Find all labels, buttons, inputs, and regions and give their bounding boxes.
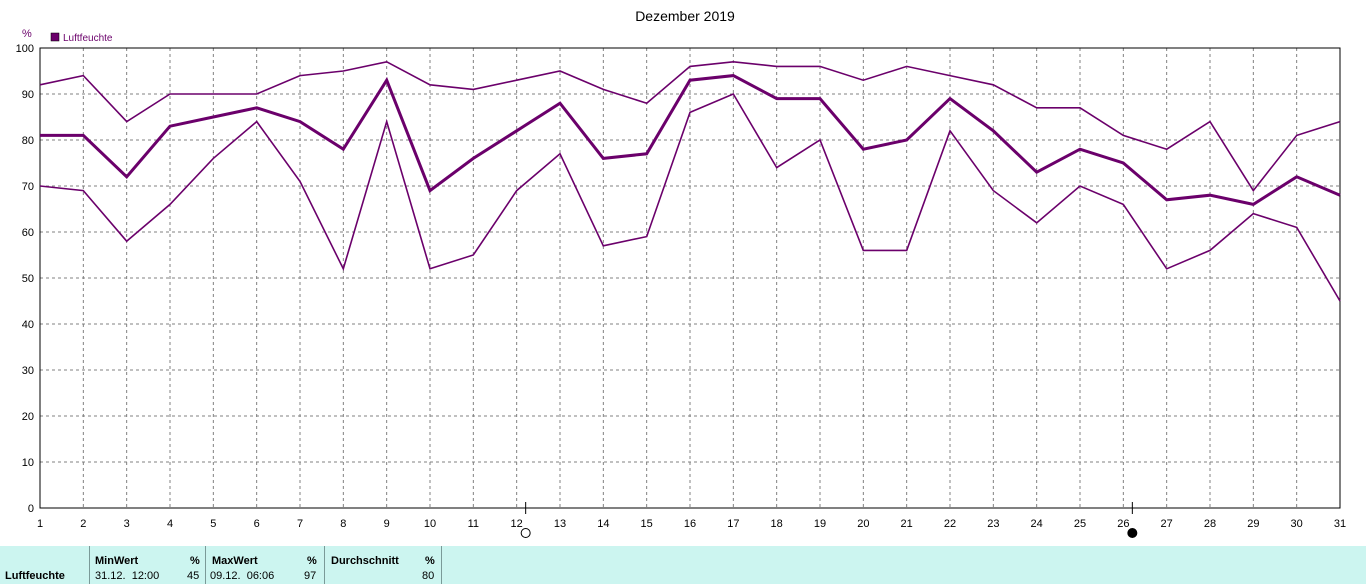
chart-title: Dezember 2019: [635, 8, 735, 24]
x-tick-label: 11: [468, 518, 479, 530]
x-tick-label: 26: [1117, 518, 1129, 530]
y-tick-label: 70: [22, 181, 34, 193]
y-tick-label: 20: [22, 411, 34, 423]
avg-value: 80: [422, 570, 435, 582]
series-line-avg: [40, 74, 1341, 206]
y-tick-label: 0: [28, 503, 34, 515]
max-header: MaxWert: [212, 555, 258, 567]
x-tick-label: 20: [857, 518, 869, 530]
plot-frame: [39, 47, 1341, 509]
y-tick-label: 30: [22, 365, 34, 377]
x-tick-label: 12: [511, 518, 523, 530]
stats-row-label-cell: Luftfeuchte: [0, 546, 90, 584]
x-tick-label: 28: [1204, 518, 1216, 530]
chart: Dezember 2019 % Luftfeuchte 0 10 20 30 40 50 6…: [16, 8, 1346, 538]
x-tick-label: 7: [297, 518, 303, 530]
x-tick-label: 22: [944, 518, 956, 530]
x-tick-label: 8: [340, 518, 346, 530]
x-tick-label: 24: [1031, 518, 1043, 530]
x-tick-label: 17: [727, 518, 739, 530]
y-tick-label: 100: [16, 43, 34, 55]
x-tick-label: 23: [987, 518, 999, 530]
avg-header: Durchschnitt: [331, 555, 399, 567]
y-unit-label: %: [22, 28, 32, 40]
x-tick-label: 21: [901, 518, 913, 530]
max-value: 97: [304, 570, 317, 582]
stats-footer: Luftfeuchte MinWert % 31.12. 12:00 45 Ma…: [0, 546, 1366, 584]
series-line-min: [39, 92, 1341, 302]
series-line-max: [39, 60, 1341, 192]
min-header: MinWert: [95, 555, 139, 567]
y-tick-label: 60: [22, 227, 34, 239]
x-tick-label: 2: [80, 518, 86, 530]
new-moon-icon: [1127, 528, 1138, 538]
x-tick-label: 16: [684, 518, 696, 530]
max-time: 09.12. 06:06: [210, 570, 275, 582]
x-tick-label: 3: [124, 518, 130, 530]
x-tick-label: 18: [771, 518, 783, 530]
y-tick-label: 10: [22, 457, 34, 469]
x-tick-label: 9: [384, 518, 390, 530]
x-tick-label: 19: [814, 518, 826, 530]
x-tick-label: 13: [554, 518, 566, 530]
legend-swatch: [50, 32, 60, 42]
x-tick-label: 30: [1291, 518, 1303, 530]
y-tick-label: 50: [22, 273, 34, 285]
full-moon-icon: [520, 528, 531, 538]
x-tick-label: 10: [424, 518, 436, 530]
x-tick-label: 15: [641, 518, 653, 530]
x-tick-label: 1: [37, 518, 43, 530]
min-value: 45: [187, 570, 200, 582]
y-tick-label: 90: [22, 89, 34, 101]
stats-row-label: Luftfeuchte: [5, 570, 65, 582]
legend-label: Luftfeuchte: [63, 33, 113, 44]
x-tick-label: 27: [1161, 518, 1173, 530]
y-tick-label: 80: [22, 135, 34, 147]
x-tick-label: 25: [1074, 518, 1086, 530]
min-cell: MinWert % 31.12. 12:00 45: [90, 546, 206, 584]
x-tick-label: 5: [210, 518, 216, 530]
avg-unit: %: [425, 555, 435, 567]
y-tick-label: 40: [22, 319, 34, 331]
max-cell: MaxWert % 09.12. 06:06 97: [206, 546, 325, 584]
avg-cell: Durchschnitt % 80: [325, 546, 442, 584]
x-tick-label: 31: [1334, 518, 1346, 530]
x-tick-label: 29: [1247, 518, 1259, 530]
max-unit: %: [307, 555, 317, 567]
min-time: 31.12. 12:00: [95, 570, 160, 582]
x-tick-label: 4: [167, 518, 173, 530]
x-tick-label: 6: [254, 518, 260, 530]
x-tick-label: 14: [597, 518, 609, 530]
min-unit: %: [190, 555, 200, 567]
